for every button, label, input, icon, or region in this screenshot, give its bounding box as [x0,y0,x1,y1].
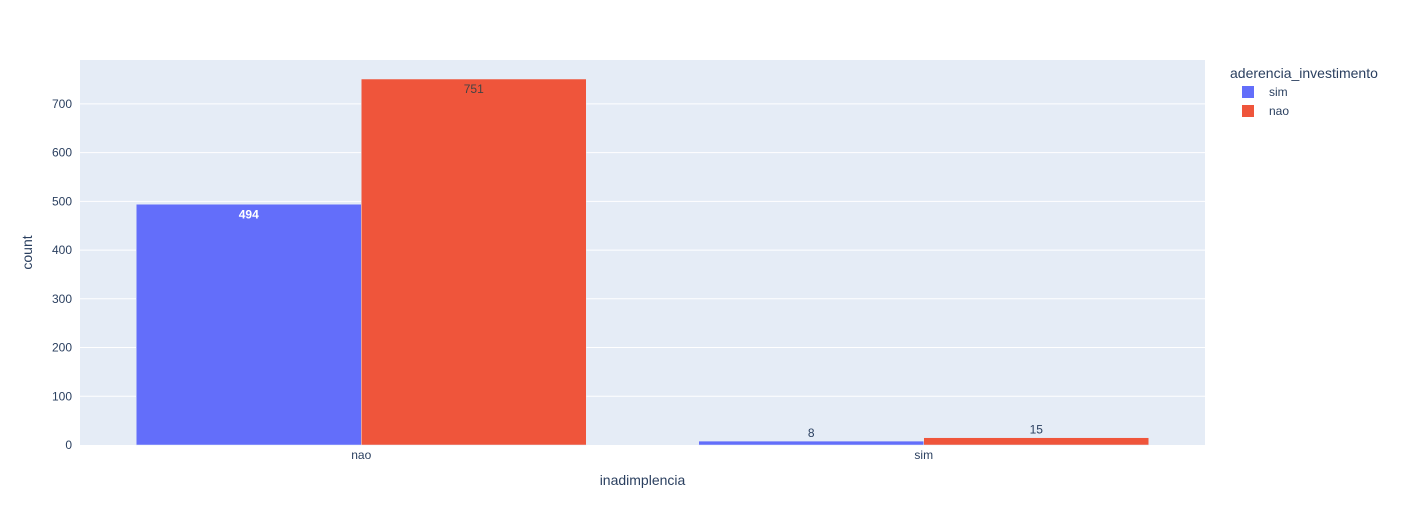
legend-swatch-nao[interactable] [1242,105,1254,117]
legend-label-sim[interactable]: sim [1269,85,1288,99]
legend-label-nao[interactable]: nao [1269,104,1289,118]
bars [136,78,1149,446]
y-tick-label: 500 [52,194,72,208]
y-tick-label: 300 [52,292,72,306]
bar-value-label: 8 [808,426,815,440]
bar-nao-nao[interactable] [361,78,587,446]
x-tick-label: sim [914,448,933,462]
bar-value-label: 751 [464,82,484,96]
x-axis-ticks: nao sim [351,448,933,462]
y-tick-label: 700 [52,97,72,111]
x-tick-label: nao [351,448,371,462]
y-tick-label: 100 [52,389,72,403]
legend-title: aderencia_investimento [1230,65,1378,81]
bar-sim-nao[interactable] [136,204,362,446]
y-tick-label: 400 [52,243,72,257]
bar-data-labels: 494 751 8 15 [239,82,1044,440]
y-axis-title: count [19,235,35,269]
bar-value-label: 494 [239,207,259,221]
y-tick-label: 0 [65,438,72,452]
legend-swatch-sim[interactable] [1242,86,1254,98]
bar-value-label: 15 [1030,423,1044,437]
bar-sim-sim[interactable] [698,440,924,446]
y-axis-ticks: 0 100 200 300 400 500 600 700 [52,97,72,452]
y-tick-label: 600 [52,146,72,160]
legend[interactable]: aderencia_investimento sim nao [1230,65,1378,118]
y-tick-label: 200 [52,341,72,355]
x-axis-title: inadimplencia [600,472,686,488]
bar-nao-sim[interactable] [923,437,1149,446]
